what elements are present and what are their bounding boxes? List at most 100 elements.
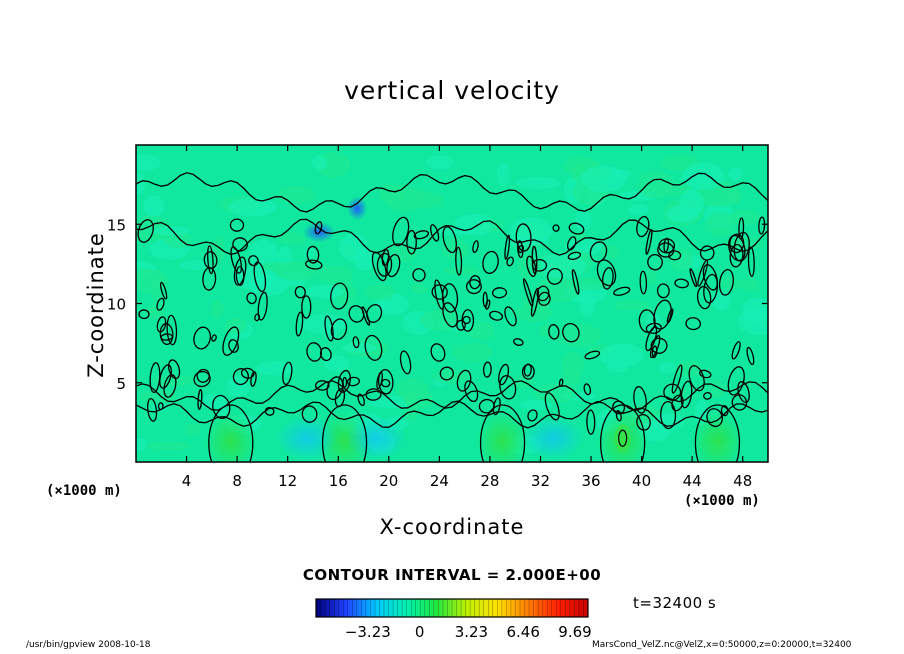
field-patch	[301, 314, 347, 334]
contour-loop	[517, 244, 525, 254]
x-tick-label: 12	[278, 472, 297, 490]
contour-loop	[430, 343, 446, 362]
contour-loop	[305, 259, 323, 270]
contour-loop	[731, 341, 741, 360]
field-patch	[535, 276, 581, 304]
contour-loop	[685, 317, 702, 331]
contour-loop	[282, 361, 293, 386]
y-tick-label: 15	[107, 216, 126, 234]
contour-loop	[491, 287, 508, 299]
x-tick-label: 24	[430, 472, 449, 490]
field-patch	[256, 361, 296, 376]
contour-loop	[295, 311, 304, 337]
contour-loop	[482, 250, 499, 275]
colorbar-tick-label: 3.23	[455, 623, 488, 641]
contour-loop	[583, 383, 592, 396]
contour-loop	[147, 398, 158, 422]
updraft-column	[204, 411, 257, 462]
x-tick-label: 8	[232, 472, 242, 490]
field-patch	[411, 283, 427, 295]
field-patch	[136, 438, 147, 451]
contour-line	[136, 380, 768, 412]
contour-loop	[718, 268, 734, 296]
field-patch	[396, 377, 429, 401]
contour-loop	[464, 380, 479, 403]
contour-loop	[138, 309, 150, 320]
chart-title: vertical velocity	[344, 76, 560, 105]
contour-loop	[663, 383, 682, 401]
contour-loop	[504, 234, 511, 260]
field-patch	[516, 177, 561, 189]
footer-right: MarsCond_VelZ.nc@VelZ,x=0:50000,z=0:2000…	[592, 640, 852, 650]
contour-loop	[159, 281, 168, 300]
contour-loop	[584, 350, 601, 360]
x-tick-label: 44	[683, 472, 702, 490]
contour-loop	[399, 350, 412, 375]
field-patch	[147, 441, 191, 451]
contour-loop	[567, 251, 582, 260]
contour-loop	[137, 219, 154, 243]
contour-loop	[324, 315, 334, 342]
field-patch	[136, 172, 146, 195]
contour-loop	[160, 333, 174, 341]
contour-loop	[230, 246, 243, 274]
contour-loop	[747, 246, 755, 277]
field-patch	[420, 309, 460, 332]
contour-loop	[381, 378, 391, 388]
contour-loop	[233, 256, 247, 286]
contour-loop	[703, 273, 719, 304]
field-patch	[152, 226, 190, 236]
colorbar	[316, 599, 588, 617]
field-patch	[200, 394, 230, 410]
field-patch	[405, 395, 418, 423]
field-patch	[426, 155, 454, 170]
colorbar-frame	[315, 598, 589, 618]
contour-loop	[156, 316, 167, 333]
contour-loop	[489, 310, 504, 321]
contour-loop	[479, 404, 526, 462]
field-patch	[706, 211, 734, 237]
contour-line	[136, 172, 768, 213]
x-tick-label: 20	[379, 472, 398, 490]
contour-loop	[469, 275, 481, 290]
field-patch	[669, 248, 693, 272]
contour-loop	[365, 388, 382, 401]
field-patch	[373, 300, 388, 310]
contour-interval-label: CONTOUR INTERVAL = 2.000E+00	[302, 566, 602, 584]
contour-loop	[613, 286, 631, 296]
contour-loop	[696, 285, 712, 310]
contour-loop	[650, 337, 668, 354]
downdraft-region	[276, 416, 337, 461]
contour-loop	[193, 326, 212, 350]
contour-loop	[633, 386, 647, 414]
field-patch	[561, 352, 585, 378]
field-patch	[453, 213, 495, 236]
contour-loop	[647, 253, 663, 271]
contour-loop	[544, 392, 560, 421]
x-tick-label: 16	[329, 472, 348, 490]
contour-loop	[660, 400, 677, 430]
contour-loop	[731, 394, 748, 411]
contour-loop	[599, 404, 646, 462]
field-patch	[468, 321, 495, 341]
field-patch	[575, 210, 592, 231]
contour-loop	[527, 409, 538, 422]
contour-loop	[729, 243, 744, 268]
contour-loop	[330, 318, 348, 340]
contour-loop	[326, 376, 344, 401]
contour-loop	[413, 230, 430, 240]
field-patch	[211, 237, 226, 263]
contour-loop	[499, 375, 517, 400]
field-patch	[431, 369, 472, 384]
field-patch	[318, 265, 354, 285]
contour-loop	[456, 319, 466, 331]
field-patch	[599, 343, 644, 368]
contour-loop	[636, 413, 651, 431]
contour-loop	[530, 287, 539, 317]
y-tick-label: 5	[116, 375, 126, 393]
contour-loop	[702, 264, 718, 291]
contour-loop	[568, 222, 585, 235]
downdraft-core	[347, 196, 368, 221]
contour-loop	[596, 259, 617, 287]
contour-loop	[232, 237, 248, 252]
